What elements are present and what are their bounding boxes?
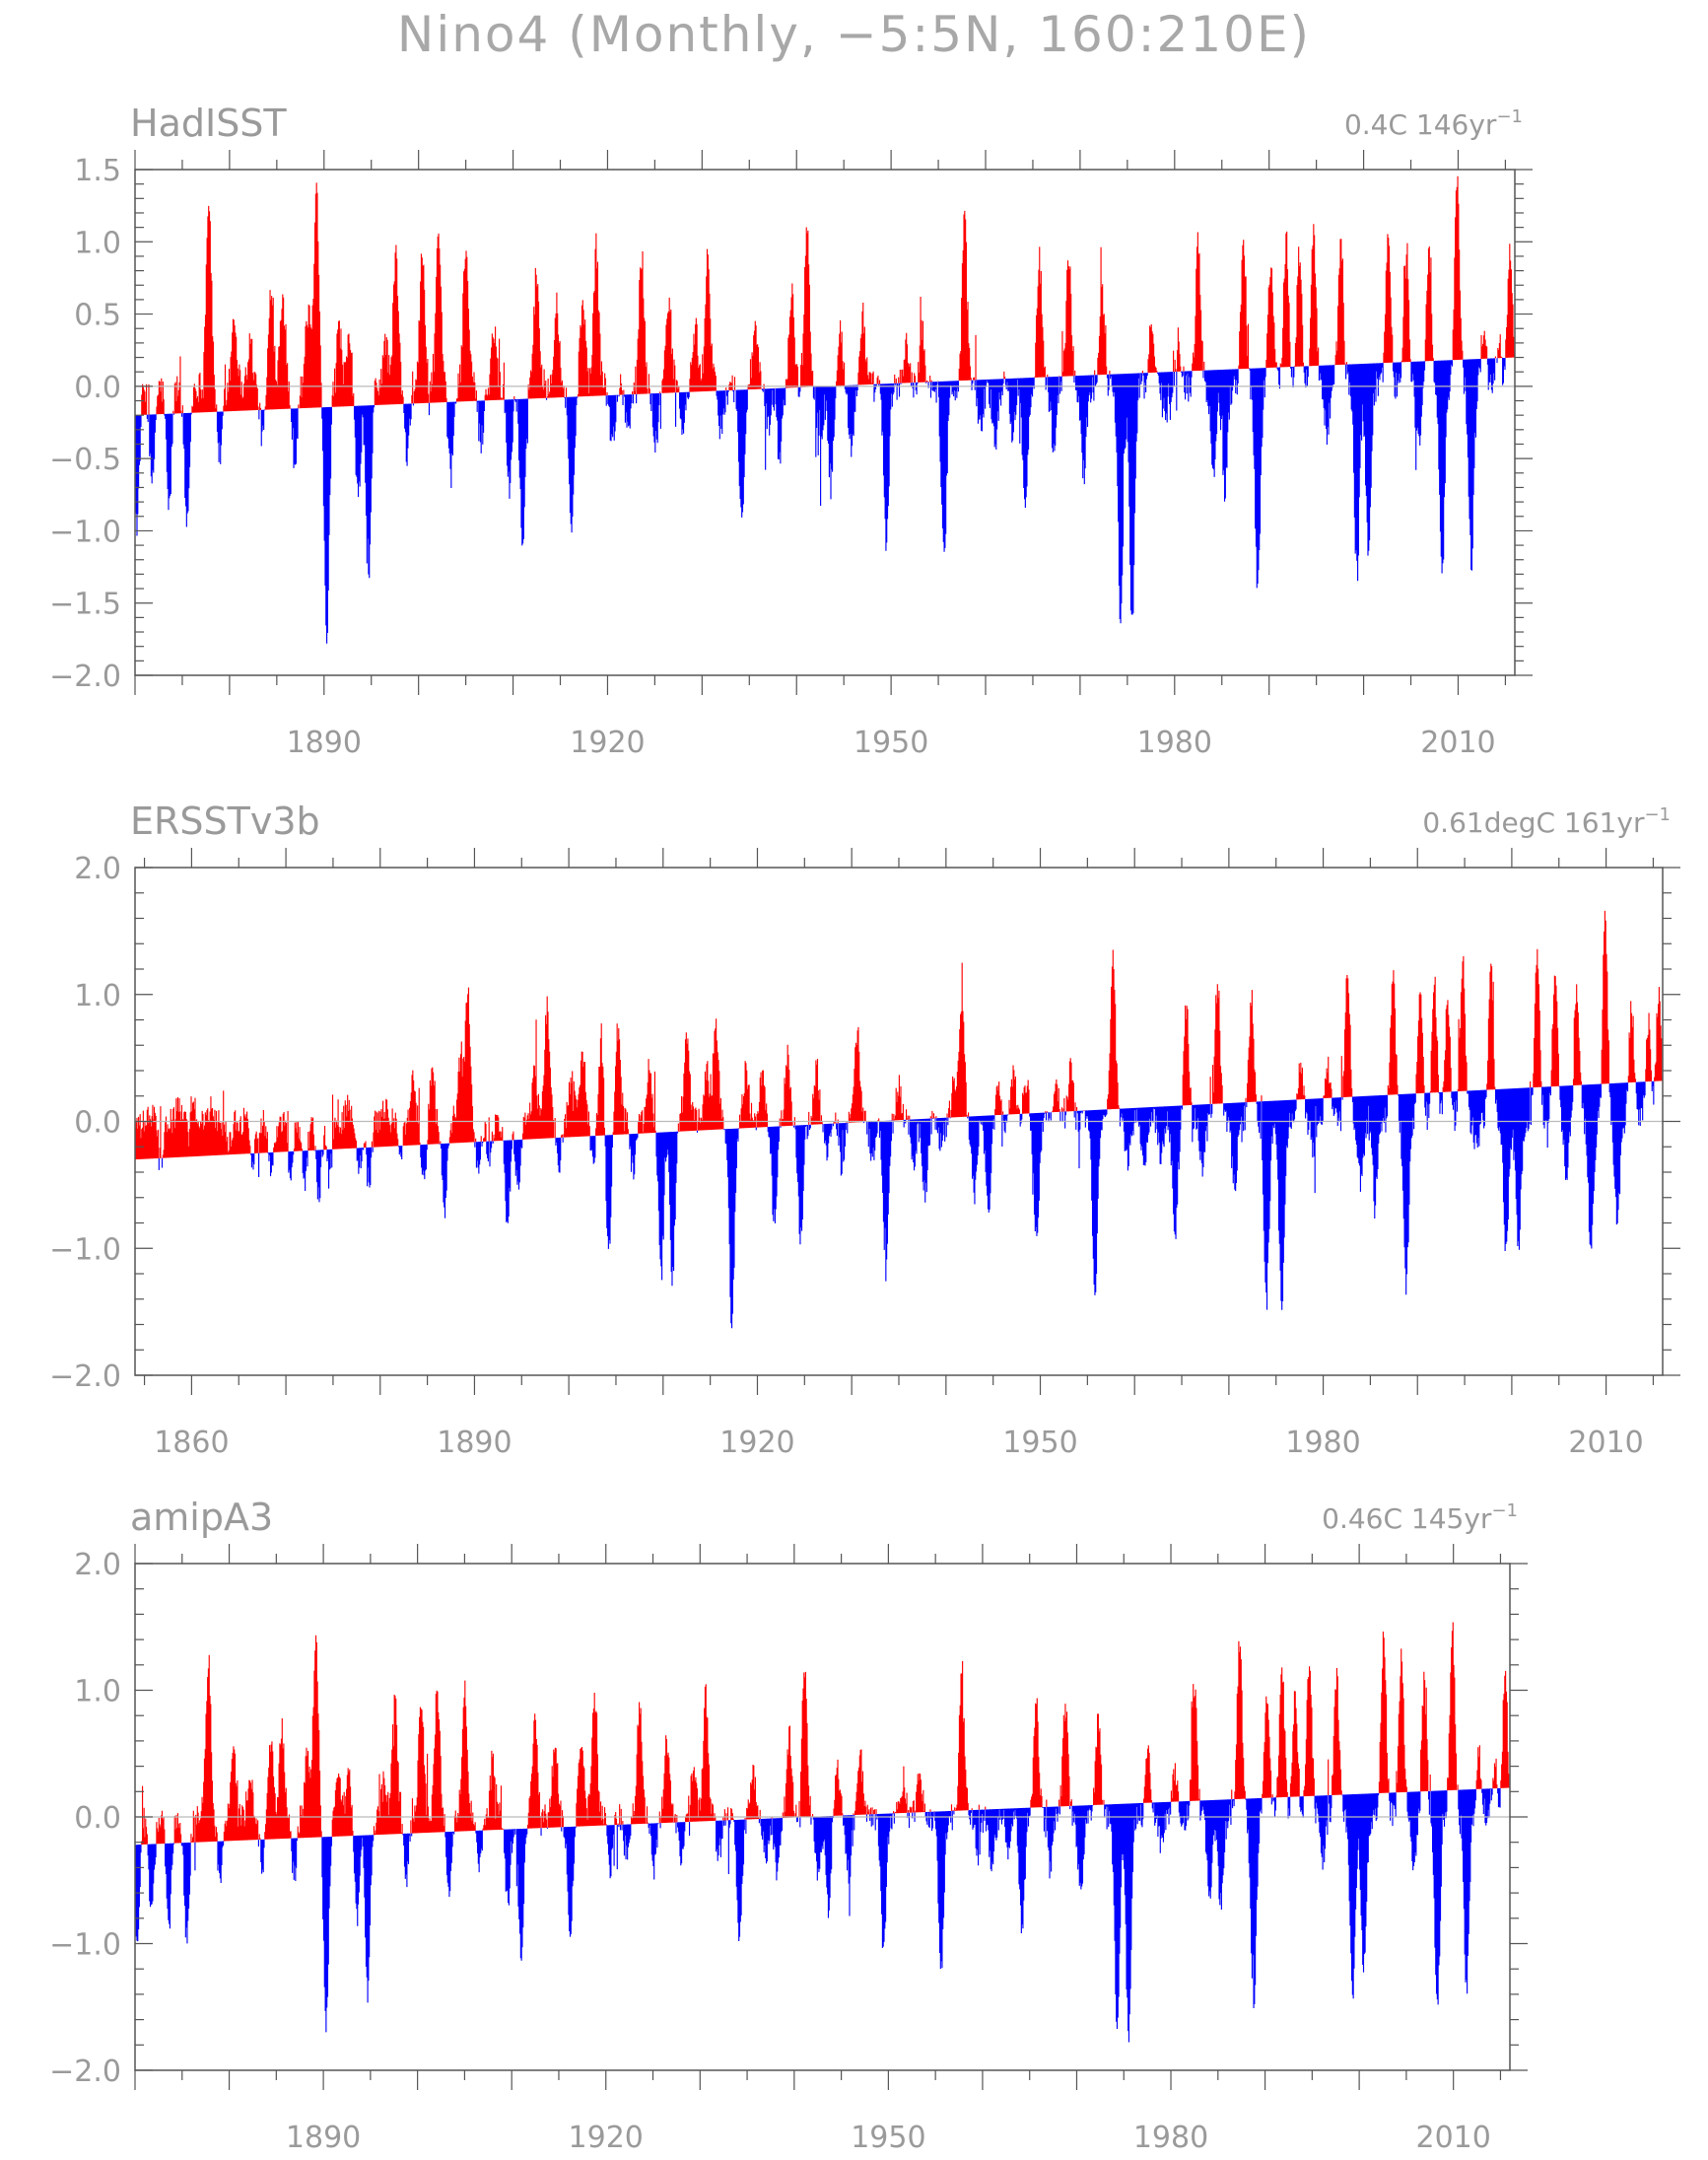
ERSSTv3b-ytick-label: −1.0 xyxy=(49,1232,121,1267)
amipA3-positive-anomaly xyxy=(141,1622,1511,1845)
HadISST-ytick-label: −1.5 xyxy=(49,588,121,622)
ERSSTv3b-ytick-label: −2.0 xyxy=(49,1359,121,1394)
amipa3-chart: 2.0 1.0 0.0 −1.0 −2.0 1890 1920 1950 1980 2010 ami… xyxy=(49,1496,1528,2155)
HadISST-plot-frame xyxy=(134,169,1516,676)
ERSSTv3b-xtick-label: 1920 xyxy=(719,1426,794,1460)
ERSSTv3b-xtick-label: 1860 xyxy=(154,1426,229,1460)
panel-hadisst: 1.5 1.0 0.5 0.0 −0.5 −1.0 −1.5 −2.0 1890 1920 1950… xyxy=(0,99,1708,789)
ERSSTv3b-panel-label: ERSSTv3b xyxy=(130,800,320,843)
HadISST-ytick-label: 1.0 xyxy=(74,226,121,260)
HadISST-ytick-label: 0.5 xyxy=(74,299,121,333)
amipA3-ytick-label: −1.0 xyxy=(49,1928,121,1963)
HadISST-ytick-label: −0.5 xyxy=(49,443,121,477)
ERSSTv3b-ytick-label: 0.0 xyxy=(74,1106,121,1141)
HadISST-xtick-label: 2010 xyxy=(1420,726,1495,760)
amipA3-ytick-label: 1.0 xyxy=(74,1675,121,1709)
HadISST-ytick-label: −1.0 xyxy=(49,515,121,549)
ERSSTv3b-ytick-label: 2.0 xyxy=(74,852,121,886)
amipA3-negative-anomaly xyxy=(134,1787,1501,2043)
HadISST-xtick-label: 1920 xyxy=(570,726,645,760)
amipA3-xtick-label: 1950 xyxy=(851,2121,925,2155)
ERSSTv3b-positive-anomaly xyxy=(134,910,1664,1160)
ERSSTv3b-xtick-label: 1890 xyxy=(437,1426,512,1460)
HadISST-xtick-label: 1980 xyxy=(1137,726,1212,760)
ERSSTv3b-xtick-label: 1950 xyxy=(1002,1426,1077,1460)
HadISST-ytick-label: 1.5 xyxy=(74,154,121,188)
HadISST-trend-label: 0.4C 146yr−1 xyxy=(1344,106,1523,141)
HadISST-positive-anomaly xyxy=(141,175,1516,415)
hadisst-chart: 1.5 1.0 0.5 0.0 −0.5 −1.0 −1.5 −2.0 1890 1920 1950… xyxy=(49,102,1533,760)
HadISST-xtick-label: 1890 xyxy=(287,726,362,760)
amipA3-ytick-label: 2.0 xyxy=(74,1548,121,1582)
ERSSTv3b-negative-anomaly xyxy=(158,1080,1655,1329)
ERSSTv3b-trend-label: 0.61degC 161yr−1 xyxy=(1422,804,1671,839)
chart-main-title: Nino4 (Monthly, −5:5N, 160:210E) xyxy=(396,6,1312,63)
HadISST-panel-label: HadISST xyxy=(130,102,287,145)
amipA3-xtick-label: 1890 xyxy=(286,2121,361,2155)
HadISST-ytick-label: −2.0 xyxy=(49,660,121,694)
amipA3-xtick-label: 2010 xyxy=(1415,2121,1490,2155)
amipA3-ytick-label: −2.0 xyxy=(49,2055,121,2089)
ERSSTv3b-xtick-label: 1980 xyxy=(1285,1426,1360,1460)
HadISST-negative-anomaly xyxy=(134,357,1506,644)
panel-ersstv3b: 2.0 1.0 0.0 −1.0 −2.0 1860 1890 1920 1950 1980 201… xyxy=(0,789,1708,1479)
amipA3-xtick-label: 1920 xyxy=(569,2121,644,2155)
HadISST-ytick-label: 0.0 xyxy=(74,371,121,405)
ersstv3b-chart: 2.0 1.0 0.0 −1.0 −2.0 1860 1890 1920 1950 1980 201… xyxy=(49,800,1680,1460)
HadISST-xtick-label: 1950 xyxy=(854,726,928,760)
amipA3-ytick-label: 0.0 xyxy=(74,1801,121,1836)
ERSSTv3b-ytick-label: 1.0 xyxy=(74,979,121,1013)
amipA3-xtick-label: 1980 xyxy=(1133,2121,1208,2155)
amipA3-trend-label: 0.46C 145yr−1 xyxy=(1322,1500,1518,1535)
ERSSTv3b-xtick-label: 2010 xyxy=(1568,1426,1643,1460)
amipA3-panel-label: amipA3 xyxy=(130,1496,273,1539)
panel-amipa3: 2.0 1.0 0.0 −1.0 −2.0 1890 1920 1950 1980 2010 ami… xyxy=(0,1489,1708,2160)
